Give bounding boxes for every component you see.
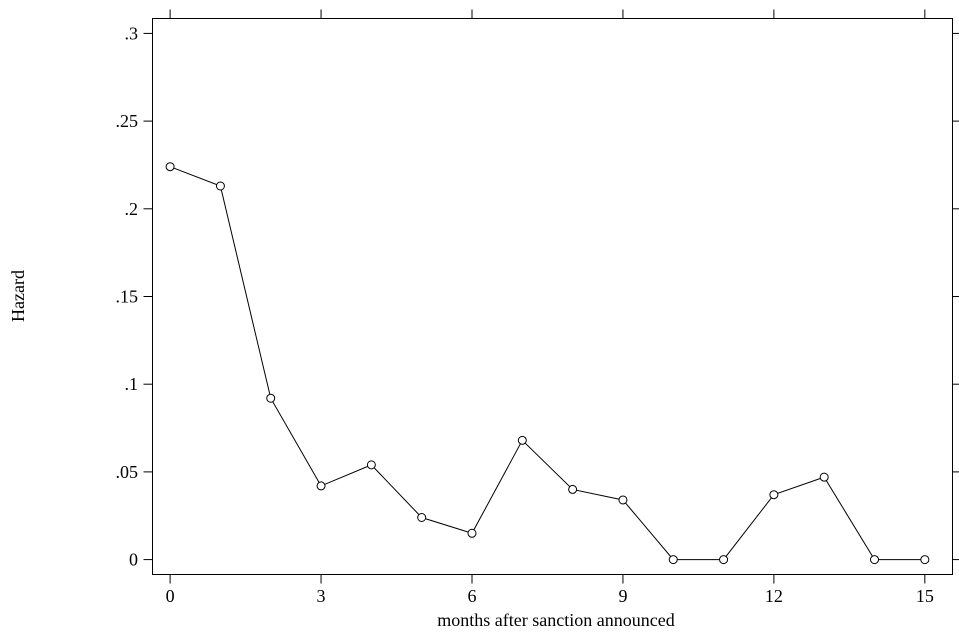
data-point: [417, 512, 427, 522]
x-tick-label: 12: [765, 586, 783, 606]
x-tick-label: 0: [166, 586, 175, 606]
y-axis: 0 .05 .1 .15 .2 .25 .3: [116, 23, 959, 570]
data-point: [266, 393, 276, 403]
x-axis: 0 3 6 9 12 15: [166, 9, 934, 606]
data-point: [517, 435, 527, 445]
x-tick-label: 9: [618, 586, 627, 606]
y-axis-title: Hazard: [8, 270, 28, 322]
data-point: [215, 181, 225, 191]
x-tick-label: 15: [916, 586, 934, 606]
data-point: [819, 472, 829, 482]
y-tick-label: .1: [125, 374, 139, 394]
data-point: [467, 528, 477, 538]
x-axis-title: months after sanction announced: [437, 610, 674, 630]
data-point: [769, 490, 779, 500]
y-tick-label: 0: [129, 550, 138, 570]
hazard-series: [165, 162, 930, 565]
data-point: [366, 460, 376, 470]
x-tick-label: 3: [317, 586, 326, 606]
series-line: [169, 166, 925, 561]
x-tick-label: 6: [467, 586, 476, 606]
y-tick-label: .3: [125, 23, 139, 43]
data-point: [165, 162, 175, 172]
y-tick-label: .25: [116, 111, 139, 131]
data-point: [316, 481, 326, 491]
data-point: [920, 555, 930, 565]
y-tick-label: .05: [116, 462, 139, 482]
data-point: [870, 555, 880, 565]
data-point: [618, 495, 628, 505]
y-tick-label: .2: [125, 199, 139, 219]
data-point: [668, 555, 678, 565]
y-tick-label: .15: [116, 287, 139, 307]
data-point: [719, 555, 729, 565]
data-point: [568, 484, 578, 494]
